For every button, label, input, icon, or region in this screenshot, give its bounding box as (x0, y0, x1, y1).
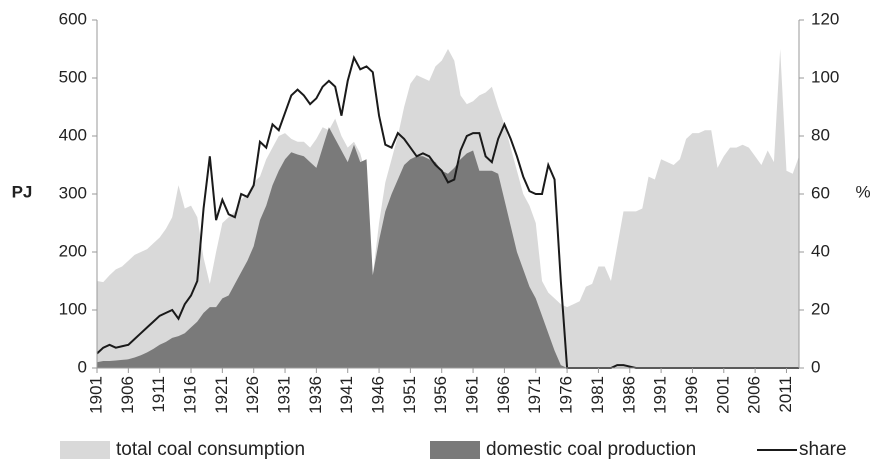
y2-tick-label: 0 (811, 357, 820, 376)
legend-label: domestic coal production (486, 439, 696, 460)
area (97, 127, 799, 368)
x-tick-label: 1906 (118, 376, 137, 414)
x-tick-label: 1976 (557, 376, 576, 414)
legend-swatch (60, 441, 110, 459)
x-tick-label: 1986 (619, 376, 638, 414)
x-tick-label: 2011 (776, 376, 795, 413)
x-tick-label: 2006 (745, 376, 764, 414)
x-tick-label: 1996 (682, 376, 701, 414)
x-tick-label: 1961 (463, 376, 482, 414)
y-tick-label: 600 (59, 9, 87, 28)
x-tick-label: 1941 (337, 376, 356, 414)
x-tick-label: 1956 (431, 376, 450, 414)
y-axis-label: PJ (12, 182, 33, 201)
y2-tick-label: 20 (811, 299, 830, 318)
x-tick-label: 1971 (525, 376, 544, 414)
y-tick-label: 0 (78, 357, 87, 376)
x-tick-label: 1931 (275, 376, 294, 414)
x-tick-label: 1936 (306, 376, 325, 414)
y2-tick-label: 40 (811, 241, 830, 260)
x-tick-label: 1911 (149, 376, 168, 413)
x-tick-label: 1916 (181, 376, 200, 414)
y-tick-label: 500 (59, 67, 87, 86)
legend-label: share (799, 439, 847, 460)
y2-axis-label: % (855, 182, 870, 201)
x-tick-label: 1901 (86, 376, 105, 414)
x-tick-label: 2001 (713, 376, 732, 414)
legend-swatch (430, 441, 480, 459)
y2-tick-label: 120 (811, 9, 839, 28)
x-tick-label: 1946 (369, 376, 388, 414)
y-tick-label: 100 (59, 299, 87, 318)
y-tick-label: 200 (59, 241, 87, 260)
x-tick-label: 1951 (400, 376, 419, 414)
legend-label: total coal consumption (116, 439, 305, 460)
x-tick-label: 1926 (243, 376, 262, 414)
y-tick-label: 300 (59, 183, 87, 202)
x-tick-label: 1991 (651, 376, 670, 414)
x-tick-label: 1966 (494, 376, 513, 414)
y-tick-label: 400 (59, 125, 87, 144)
y2-tick-label: 80 (811, 125, 830, 144)
y2-tick-label: 60 (811, 183, 830, 202)
x-tick-label: 1981 (588, 376, 607, 414)
y2-tick-label: 100 (811, 67, 839, 86)
x-tick-label: 1921 (212, 376, 231, 414)
